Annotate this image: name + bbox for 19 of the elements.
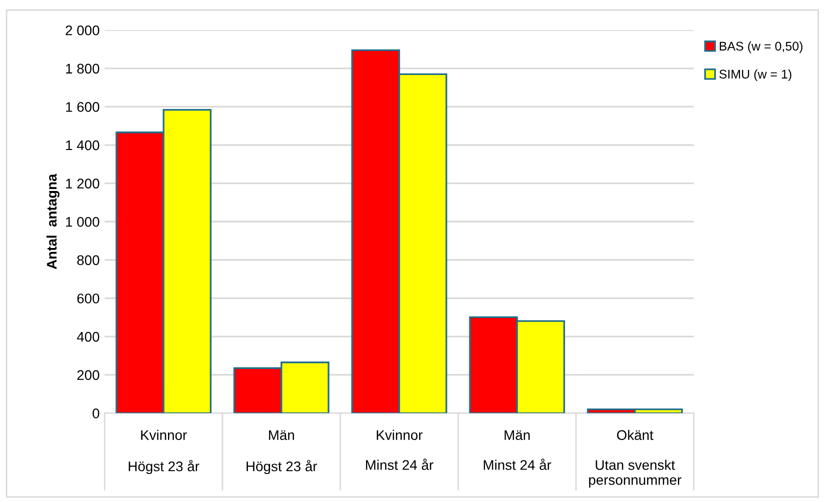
y-tick-label: 1 200 xyxy=(66,178,100,188)
legend-label: SIMU (w = 1) xyxy=(719,69,792,82)
category-label: Okänt Utan svenskt personnummer xyxy=(589,430,682,488)
category-label: Kvinnor Minst 24 år xyxy=(366,430,434,470)
y-tick-label: 1 400 xyxy=(66,140,100,150)
y-tick-label: 1 600 xyxy=(66,102,100,112)
y-tick-label: 2 000 xyxy=(66,25,100,36)
y-tick-label: 0 xyxy=(92,408,100,418)
y-tick-label: 1 800 xyxy=(66,64,100,74)
category-label: Män Högst 23 år xyxy=(246,430,318,474)
y-tick-label: 1 000 xyxy=(66,216,100,227)
y-tick-label: 800 xyxy=(77,255,100,266)
category-label: Kvinnor Högst 23 år xyxy=(128,430,200,474)
legend-label: BAS (w = 0,50) xyxy=(720,41,802,54)
y-tick-label: 600 xyxy=(77,294,100,304)
category-label: Män Minst 24 år xyxy=(484,430,552,470)
y-tick-label: 200 xyxy=(77,370,100,380)
y-axis-title: Antal antagna xyxy=(46,174,60,270)
y-tick-label: 400 xyxy=(76,332,100,342)
